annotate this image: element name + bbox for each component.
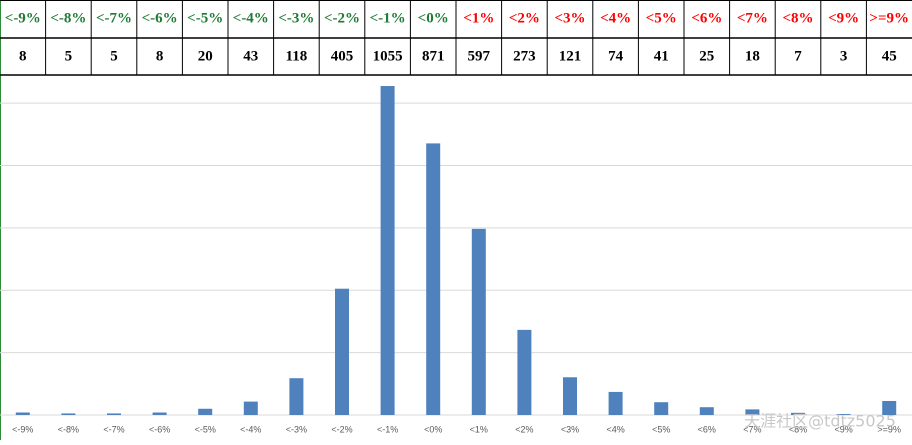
x-tick-label: <5% — [652, 424, 670, 434]
bar — [517, 329, 532, 415]
header-cell: <1% — [463, 10, 494, 26]
x-tick-label: <3% — [561, 424, 579, 434]
header-cell: <6% — [691, 10, 722, 26]
header-cell: <-4% — [233, 10, 269, 26]
header-cell: <-3% — [278, 10, 314, 26]
header-cell: <9% — [828, 10, 859, 26]
x-tick-label: <-7% — [103, 424, 124, 434]
bar — [15, 412, 30, 415]
x-tick-label: <-3% — [286, 424, 307, 434]
header-cell: <2% — [509, 10, 540, 26]
x-tick-label: >=9% — [877, 424, 901, 434]
value-cell: 5 — [65, 48, 73, 64]
header-cell: <-9% — [5, 10, 41, 26]
header-cell: <-2% — [324, 10, 360, 26]
value-cell: 8 — [19, 48, 27, 64]
value-cell: 7 — [794, 48, 802, 64]
x-tick-label: <-1% — [377, 424, 398, 434]
value-cell: 18 — [745, 48, 760, 64]
x-tick-label: <2% — [515, 424, 533, 434]
header-cell: <-8% — [50, 10, 86, 26]
x-tick-label: <0% — [424, 424, 442, 434]
value-cell: 121 — [559, 48, 582, 64]
header-cell: <-5% — [187, 10, 223, 26]
bar — [107, 413, 121, 415]
bar — [471, 228, 486, 415]
x-tick-label: <-6% — [149, 424, 170, 434]
value-cell: 43 — [243, 48, 258, 64]
bar — [380, 86, 395, 416]
value-cell: 45 — [882, 48, 897, 64]
bar — [289, 378, 304, 415]
x-tick-label: <9% — [834, 424, 852, 434]
x-tick-label: <7% — [743, 424, 761, 434]
bar — [61, 413, 76, 415]
bar — [882, 400, 897, 415]
bar — [608, 391, 623, 415]
bar — [745, 409, 760, 415]
bar — [198, 408, 213, 415]
x-tick-label: <4% — [606, 424, 624, 434]
header-cell: <8% — [782, 10, 813, 26]
x-tick-label: <8% — [789, 424, 807, 434]
bar — [654, 402, 669, 415]
header-cell: <-6% — [142, 10, 178, 26]
value-cell: 118 — [286, 48, 308, 64]
value-cell: 25 — [699, 48, 714, 64]
x-tick-label: <1% — [470, 424, 488, 434]
x-tick-label: <6% — [698, 424, 716, 434]
value-cell: 597 — [468, 48, 491, 64]
header-cell: <4% — [600, 10, 631, 26]
value-cell: 5 — [110, 48, 118, 64]
header-cell: <-7% — [96, 10, 132, 26]
x-tick-label: <-4% — [240, 424, 261, 434]
watermark: 天涯社区@tdtz5025 — [744, 412, 896, 431]
x-tick-label: <-8% — [58, 424, 79, 434]
bar — [836, 414, 851, 415]
x-tick-label: <-2% — [331, 424, 352, 434]
value-cell: 405 — [331, 48, 354, 64]
value-cell: 1055 — [373, 48, 403, 64]
x-tick-label: <-5% — [195, 424, 216, 434]
bar — [563, 377, 577, 415]
header-cell: <-1% — [370, 10, 406, 26]
value-cell: 41 — [654, 48, 669, 64]
value-cell: 871 — [422, 48, 445, 64]
value-cell: 74 — [608, 48, 624, 64]
header-cell: <7% — [737, 10, 768, 26]
value-cell: 20 — [198, 48, 213, 64]
bar — [426, 143, 441, 415]
value-cell: 8 — [156, 48, 164, 64]
bar — [335, 288, 349, 415]
value-cell: 273 — [513, 48, 536, 64]
bar — [243, 401, 258, 415]
bar — [699, 407, 714, 415]
header-cell: <3% — [554, 10, 585, 26]
bar — [791, 412, 805, 415]
bar — [152, 412, 167, 415]
header-cell: <5% — [646, 10, 677, 26]
header-cell: <0% — [418, 10, 449, 26]
x-tick-label: <-9% — [12, 424, 33, 434]
header-cell: >=9% — [869, 10, 909, 26]
value-cell: 3 — [840, 48, 848, 64]
